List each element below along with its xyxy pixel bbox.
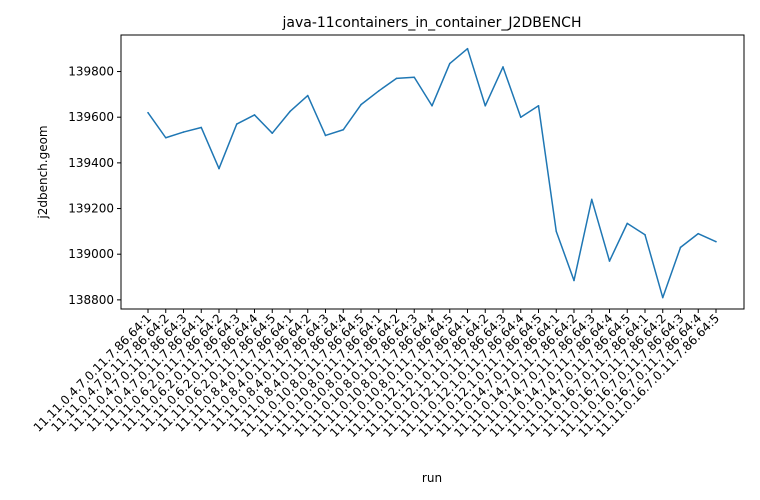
y-tick-label: 139800 — [68, 65, 114, 79]
data-point — [537, 104, 540, 107]
data-point — [466, 47, 469, 50]
y-axis-label: j2dbench.geom — [36, 125, 50, 219]
y-tick-label: 139400 — [68, 156, 114, 170]
data-point — [679, 246, 682, 249]
data-point — [289, 110, 291, 113]
x-axis-label: run — [422, 471, 442, 485]
data-point — [200, 126, 203, 129]
data-point — [182, 131, 185, 133]
data-point — [377, 90, 380, 92]
data-point — [697, 232, 700, 235]
y-tick-label: 139600 — [68, 110, 114, 124]
data-point — [502, 66, 504, 68]
data-point — [519, 116, 522, 118]
data-point — [448, 62, 451, 65]
y-tick-label: 139200 — [68, 202, 114, 216]
data-point — [626, 222, 629, 225]
y-tick-label: 139000 — [68, 247, 114, 261]
plot-area — [147, 47, 717, 299]
data-point — [360, 103, 362, 106]
data-point — [395, 77, 398, 80]
chart-title: java-11containers_in_container_J2DBENCH — [282, 15, 582, 31]
data-point — [608, 260, 611, 262]
data-point — [342, 128, 345, 131]
data-point — [431, 104, 433, 107]
data-point — [147, 111, 149, 114]
data-point — [218, 167, 220, 170]
data-point — [644, 233, 646, 236]
data-point — [324, 134, 327, 137]
data-point — [306, 94, 309, 97]
data-point — [573, 279, 575, 282]
plot-frame — [120, 34, 745, 310]
x-axis: 11.11.0.4.7.0.11.7.86.64:111.11.0.4.7.0.… — [31, 309, 722, 440]
data-point — [661, 296, 664, 299]
data-point — [484, 104, 487, 107]
data-point — [253, 114, 256, 116]
data-point — [413, 76, 416, 79]
series-line-0 — [147, 47, 717, 299]
data-point — [164, 136, 167, 139]
data-point — [590, 198, 593, 201]
y-axis: 138800 139000 139200 139400 139600 139800 — [68, 65, 121, 307]
data-point — [271, 132, 274, 134]
data-point — [235, 123, 238, 125]
y-tick-label: 138800 — [68, 293, 114, 307]
data-point — [555, 230, 558, 233]
data-point — [715, 240, 717, 243]
